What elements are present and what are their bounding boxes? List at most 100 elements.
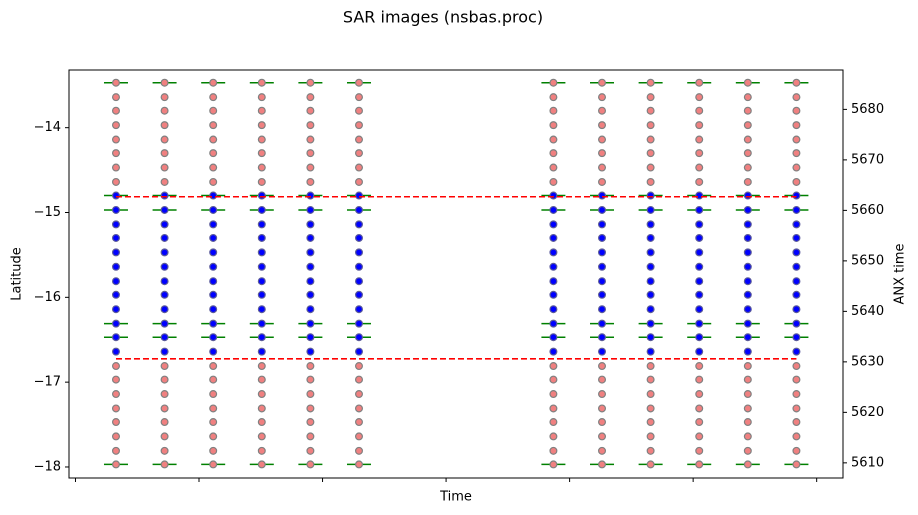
burst-point [598, 163, 607, 172]
burst-point [792, 233, 801, 242]
burst-point [257, 362, 266, 371]
burst-point [257, 432, 266, 441]
burst-point [646, 277, 655, 286]
burst-point [306, 319, 315, 328]
burst-point [354, 418, 363, 427]
burst-point [743, 205, 752, 214]
burst-point [549, 305, 558, 314]
burst-point [257, 290, 266, 299]
burst-point [306, 404, 315, 413]
y-tick-label: −16 [34, 290, 61, 305]
burst-point [306, 347, 315, 356]
burst-point [160, 121, 169, 130]
burst-point [646, 305, 655, 314]
burst-point [598, 446, 607, 455]
y-tick-label: −18 [34, 459, 61, 474]
burst-point [160, 347, 169, 356]
burst-point [792, 460, 801, 469]
burst-point [354, 262, 363, 271]
burst-point [695, 347, 704, 356]
burst-point [111, 262, 120, 271]
burst-point [695, 390, 704, 399]
burst-point [598, 205, 607, 214]
burst-point [111, 191, 120, 200]
burst-point [598, 418, 607, 427]
x-axis-label: Time [439, 490, 472, 505]
burst-point [257, 135, 266, 144]
burst-point [792, 333, 801, 342]
burst-point [549, 149, 558, 158]
burst-point [111, 305, 120, 314]
burst-point [160, 418, 169, 427]
burst-point [306, 205, 315, 214]
burst-point [209, 390, 218, 399]
burst-point [257, 347, 266, 356]
burst-point [549, 191, 558, 200]
y2-tick-label: 5670 [851, 152, 884, 167]
burst-point [306, 362, 315, 371]
burst-point [111, 277, 120, 286]
burst-point [306, 93, 315, 102]
burst-point [598, 78, 607, 87]
burst-point [792, 149, 801, 158]
burst-point [257, 163, 266, 172]
burst-point [792, 319, 801, 328]
burst-point [354, 78, 363, 87]
burst-point [257, 446, 266, 455]
burst-point [743, 390, 752, 399]
burst-point [257, 262, 266, 271]
burst-point [209, 305, 218, 314]
burst-point [792, 290, 801, 299]
burst-point [306, 375, 315, 384]
burst-point [257, 78, 266, 87]
burst-point [598, 362, 607, 371]
burst-point [792, 418, 801, 427]
burst-point [257, 93, 266, 102]
burst-point [743, 177, 752, 186]
burst-point [549, 290, 558, 299]
burst-point [549, 205, 558, 214]
burst-point [646, 390, 655, 399]
burst-point [549, 233, 558, 242]
burst-point [257, 418, 266, 427]
burst-point [257, 333, 266, 342]
burst-point [695, 149, 704, 158]
burst-point [598, 135, 607, 144]
burst-point [695, 262, 704, 271]
burst-point [111, 347, 120, 356]
burst-point [257, 205, 266, 214]
burst-point [598, 305, 607, 314]
burst-point [160, 163, 169, 172]
burst-point [354, 177, 363, 186]
burst-point [598, 220, 607, 229]
burst-point [695, 233, 704, 242]
burst-point [354, 319, 363, 328]
burst-point [160, 78, 169, 87]
burst-point [598, 149, 607, 158]
y-tick-label: −15 [34, 205, 61, 220]
burst-point [354, 248, 363, 257]
burst-point [306, 233, 315, 242]
burst-point [209, 290, 218, 299]
burst-point [354, 446, 363, 455]
burst-point [549, 460, 558, 469]
burst-point [257, 390, 266, 399]
burst-point [111, 149, 120, 158]
burst-point [792, 121, 801, 130]
burst-point [257, 191, 266, 200]
burst-point [209, 262, 218, 271]
burst-point [646, 446, 655, 455]
y2-tick-label: 5650 [851, 253, 884, 268]
plot-frame [68, 69, 844, 479]
burst-point [111, 248, 120, 257]
burst-point [111, 362, 120, 371]
burst-point [695, 432, 704, 441]
burst-point [646, 205, 655, 214]
burst-point [549, 220, 558, 229]
burst-point [598, 177, 607, 186]
burst-point [111, 205, 120, 214]
burst-point [646, 262, 655, 271]
burst-point [743, 262, 752, 271]
burst-point [160, 290, 169, 299]
